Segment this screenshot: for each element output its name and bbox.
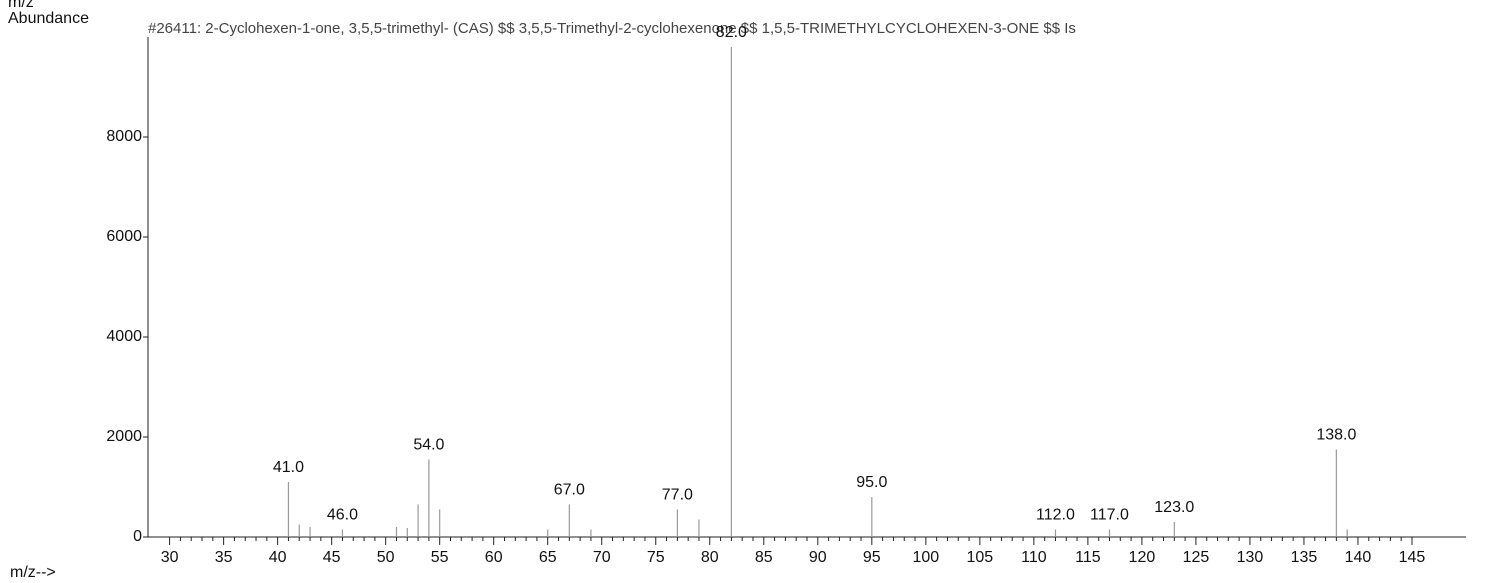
peak-label: 117.0: [1090, 507, 1129, 524]
x-tick-label: 130: [1237, 549, 1264, 566]
y-tick-label: 4000: [106, 328, 142, 345]
x-tick-label: 120: [1129, 549, 1156, 566]
y-tick-label: 2000: [106, 428, 142, 445]
x-tick-label: 105: [967, 549, 994, 566]
top-label: m/z: [8, 0, 34, 11]
chart-title: #26411: 2-Cyclohexen-1-one, 3,5,5-trimet…: [148, 20, 1076, 37]
x-tick-label: 65: [539, 549, 557, 566]
x-tick-label: 100: [912, 549, 939, 566]
x-tick-label: 50: [377, 549, 395, 566]
peak-label: 82.0: [716, 24, 747, 41]
y-tick-label: 8000: [106, 128, 142, 145]
x-tick-label: 45: [323, 549, 341, 566]
peak-label: 138.0: [1316, 427, 1356, 444]
x-tick-label: 85: [755, 549, 773, 566]
y-tick-label: 0: [133, 528, 142, 545]
x-tick-label: 90: [809, 549, 827, 566]
x-tick-label: 95: [863, 549, 881, 566]
x-tick-label: 140: [1345, 549, 1372, 566]
peak-label: 46.0: [327, 507, 358, 524]
x-tick-label: 70: [593, 549, 611, 566]
x-tick-label: 145: [1399, 549, 1426, 566]
peak-label: 54.0: [413, 437, 444, 454]
x-axis-label: m/z-->: [10, 564, 56, 581]
peak-label: 123.0: [1154, 499, 1194, 516]
x-tick-label: 40: [269, 549, 287, 566]
x-tick-label: 30: [161, 549, 179, 566]
y-axis-label: Abundance: [8, 10, 89, 27]
peak-label: 95.0: [856, 474, 887, 491]
x-tick-label: 135: [1291, 549, 1318, 566]
y-tick-label: 6000: [106, 228, 142, 245]
peak-label: 112.0: [1036, 507, 1075, 524]
x-tick-label: 125: [1183, 549, 1210, 566]
x-tick-label: 115: [1075, 549, 1101, 566]
x-tick-label: 55: [431, 549, 449, 566]
x-tick-label: 80: [701, 549, 719, 566]
x-tick-label: 75: [647, 549, 665, 566]
x-tick-label: 35: [215, 549, 233, 566]
peak-label: 77.0: [662, 487, 693, 504]
x-tick-label: 110: [1021, 549, 1047, 566]
x-tick-label: 60: [485, 549, 503, 566]
peak-label: 41.0: [273, 459, 304, 476]
peak-label: 67.0: [554, 482, 585, 499]
